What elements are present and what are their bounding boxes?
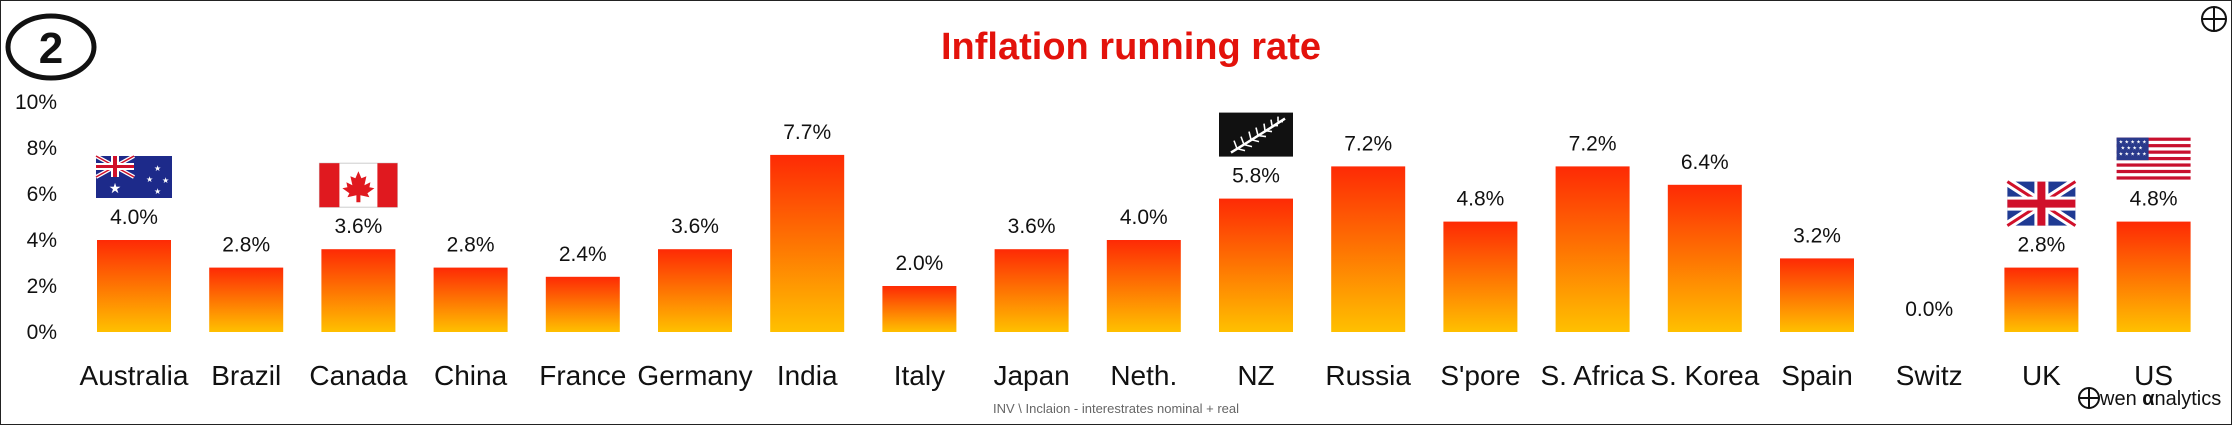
svg-text:★: ★ [162, 176, 169, 185]
bar-s-africa [1555, 166, 1630, 332]
x-tick-label-uk: UK [2022, 360, 2061, 391]
bar-germany [658, 249, 732, 332]
x-tick-label-india: India [777, 360, 838, 391]
bar-neth [1106, 240, 1181, 332]
y-tick-label: 8% [27, 137, 57, 160]
bar-uk [2004, 267, 2079, 332]
bar-japan [994, 249, 1069, 332]
x-tick-label-s-africa: S. Africa [1540, 360, 1645, 391]
y-tick-label: 4% [27, 229, 57, 252]
chart-number-badge: 2 [5, 13, 97, 81]
x-tick-label-us: US [2134, 360, 2173, 391]
crosshair-icon [2201, 6, 2227, 32]
svg-text:★: ★ [146, 175, 153, 184]
x-tick-label-germany: Germany [637, 360, 752, 391]
bar-brazil [209, 267, 284, 332]
y-axis: 0% 2% 4% 6% 8% 10% [15, 91, 57, 344]
data-label-india: 7.7% [783, 121, 831, 144]
bar-france [545, 276, 620, 332]
data-label-italy: 2.0% [895, 252, 943, 275]
data-label-brazil: 2.8% [222, 234, 270, 257]
data-label-china: 2.8% [447, 234, 495, 257]
data-label-neth: 4.0% [1120, 206, 1168, 229]
x-tick-label-russia: Russia [1325, 360, 1411, 391]
x-tick-label-nz: NZ [1237, 360, 1274, 391]
x-tick-label-italy: Italy [894, 360, 945, 391]
bar-spain [1780, 258, 1854, 332]
x-tick-label-spain: Spain [1781, 360, 1853, 391]
bar-australia [97, 240, 171, 332]
badge-number: 2 [39, 24, 63, 73]
svg-text:★ ★ ★ ★: ★ ★ ★ ★ [2121, 146, 2144, 152]
chart-title: Inflation running rate [941, 26, 1321, 68]
x-tick-label-s-pore: S'pore [1440, 360, 1520, 391]
bar-china [433, 267, 508, 332]
bar-russia [1331, 166, 1406, 332]
bar-canada [321, 249, 396, 332]
data-label-germany: 3.6% [671, 215, 719, 238]
x-tick-label-brazil: Brazil [211, 360, 281, 391]
owen-analytics-logo: wen αnalytics [2078, 387, 2221, 410]
x-tick-label-japan: Japan [993, 360, 1069, 391]
data-label-australia: 4.0% [110, 206, 158, 229]
svg-text:★ ★ ★ ★ ★: ★ ★ ★ ★ ★ [2119, 140, 2147, 146]
svg-text:★ ★ ★ ★ ★: ★ ★ ★ ★ ★ [2119, 152, 2147, 158]
data-labels-group: 4.0% 2.8% 3.6% 2.8% 2.4% 3.6% 7.7% 2.0% 3.6% 4.0%… [110, 121, 2177, 321]
bars-group [97, 154, 2191, 332]
bar-s-pore [1443, 221, 1518, 332]
data-label-canada: 3.6% [334, 215, 382, 238]
y-tick-label: 10% [15, 91, 57, 114]
australia-flag-icon: ★ ★ ★ ★ ★ [95, 154, 172, 198]
canada-flag-icon [318, 162, 398, 208]
silver-fern-flag-icon [1219, 112, 1293, 157]
x-tick-label-neth: Neth. [1110, 360, 1177, 391]
data-label-russia: 7.2% [1344, 132, 1392, 155]
data-label-s-africa: 7.2% [1569, 132, 1617, 155]
x-tick-label-australia: Australia [80, 360, 189, 391]
data-label-uk: 2.8% [2017, 234, 2065, 257]
x-tick-label-canada: Canada [309, 360, 408, 391]
x-tick-label-switz: Switz [1896, 360, 1963, 391]
bar-italy [882, 286, 957, 332]
data-label-france: 2.4% [559, 243, 607, 266]
bar-us [2116, 221, 2191, 332]
data-label-nz: 5.8% [1232, 165, 1280, 188]
us-flag-icon: ★ ★ ★ ★ ★ ★ ★ ★ ★ ★ ★ ★ ★ ★ [2116, 137, 2191, 180]
footer-note: INV \ Inclaion - interestrates nominal +… [993, 401, 1239, 416]
bar-nz [1219, 198, 1293, 332]
brand-crosshair-icon [2078, 387, 2100, 409]
brand-text: wen αnalytics [2099, 388, 2221, 410]
svg-text:★: ★ [154, 187, 161, 196]
svg-text:★: ★ [109, 180, 122, 196]
data-label-spain: 3.2% [1793, 224, 1841, 247]
uk-flag-icon [2004, 177, 2078, 230]
data-label-switz: 0.0% [1905, 298, 1953, 321]
data-label-s-korea: 6.4% [1681, 151, 1729, 174]
y-tick-label: 6% [27, 183, 57, 206]
data-label-s-pore: 4.8% [1456, 188, 1504, 211]
x-tick-label-france: France [539, 360, 626, 391]
bar-s-korea [1667, 184, 1742, 332]
x-tick-label-china: China [434, 360, 508, 391]
x-axis-labels: Australia Brazil Canada China France Germany I… [80, 360, 2174, 391]
data-label-japan: 3.6% [1008, 215, 1056, 238]
svg-text:★: ★ [154, 164, 161, 173]
x-tick-label-s-korea: S. Korea [1650, 360, 1759, 391]
y-tick-label: 0% [27, 321, 57, 344]
y-tick-label: 2% [27, 275, 57, 298]
data-label-us: 4.8% [2130, 188, 2178, 211]
bar-india [770, 154, 845, 332]
